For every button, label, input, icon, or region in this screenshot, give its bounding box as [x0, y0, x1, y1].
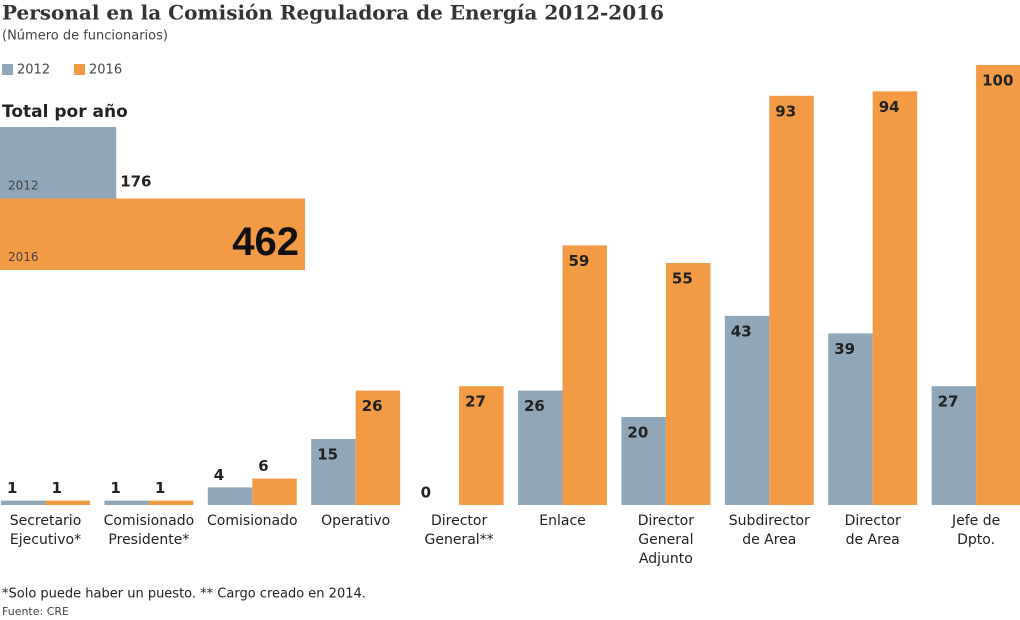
- x-tick-label: Secretario Ejecutivo*: [9, 513, 82, 548]
- value-label: 6: [258, 457, 268, 475]
- bar: [311, 439, 356, 505]
- value-label: 94: [879, 98, 900, 116]
- value-label: 1: [155, 479, 165, 497]
- bar: [665, 263, 711, 505]
- bar-label: 2012: [8, 179, 39, 193]
- x-tick-label: Director de Area: [844, 513, 901, 548]
- source: Fuente: CRE: [2, 605, 69, 618]
- bar: [252, 478, 297, 505]
- bar: [45, 500, 90, 505]
- bar: [0, 198, 305, 270]
- value-label: 59: [569, 252, 590, 270]
- value-label: 176: [120, 173, 151, 191]
- value-label: 93: [775, 102, 796, 120]
- bar: [1, 500, 46, 505]
- value-label: 1: [110, 479, 120, 497]
- x-tick-label: Subdirector de Area: [728, 513, 810, 548]
- legend-swatch: [74, 64, 85, 75]
- totals-title: Total por año: [2, 102, 128, 122]
- bar: [769, 95, 814, 506]
- bar: [459, 386, 504, 505]
- value-label: 100: [982, 72, 1013, 90]
- bar: [207, 487, 253, 505]
- footnote: *Solo puede haber un puesto. ** Cargo cr…: [2, 587, 366, 602]
- value-label: 462: [232, 220, 299, 264]
- chart-title: Personal en la Comisión Reguladora de En…: [2, 1, 664, 25]
- x-tick-label: Operativo: [321, 513, 391, 529]
- bar: [562, 245, 607, 505]
- x-tick-label: Enlace: [539, 513, 586, 529]
- value-label: 1: [7, 479, 17, 497]
- bar: [976, 65, 1020, 505]
- bar: [0, 127, 117, 199]
- bar-label: 2016: [8, 250, 39, 264]
- bar: [621, 417, 666, 505]
- x-tick-label: Director General Adjunto: [637, 513, 695, 567]
- bar: [872, 91, 918, 506]
- bar: [724, 315, 770, 505]
- value-label: 27: [938, 393, 959, 411]
- bar: [828, 333, 873, 505]
- value-label: 20: [627, 424, 648, 442]
- value-label: 39: [834, 340, 855, 358]
- legend-label: 2012: [17, 63, 50, 78]
- bar: [148, 500, 194, 505]
- x-tick-label: Comisionado: [207, 513, 298, 529]
- bar: [931, 386, 977, 505]
- value-label: 0: [421, 484, 431, 502]
- value-label: 27: [465, 393, 486, 411]
- value-label: 1: [52, 479, 62, 497]
- value-label: 55: [672, 270, 693, 288]
- x-tick-label: Comisionado Presidente*: [103, 513, 195, 548]
- chart-subtitle: (Número de funcionarios): [2, 29, 168, 44]
- legend-swatch: [2, 64, 13, 75]
- value-label: 26: [362, 397, 383, 415]
- x-tick-label: Director General**: [424, 513, 494, 548]
- value-label: 43: [731, 322, 752, 340]
- value-label: 4: [214, 466, 224, 484]
- legend-label: 2016: [89, 63, 122, 78]
- bar: [355, 390, 401, 505]
- bar: [104, 500, 149, 505]
- value-label: 15: [317, 446, 338, 464]
- value-label: 26: [524, 397, 545, 415]
- x-tick-label: Jefe de Dpto.: [951, 513, 1001, 548]
- bar: [518, 390, 563, 505]
